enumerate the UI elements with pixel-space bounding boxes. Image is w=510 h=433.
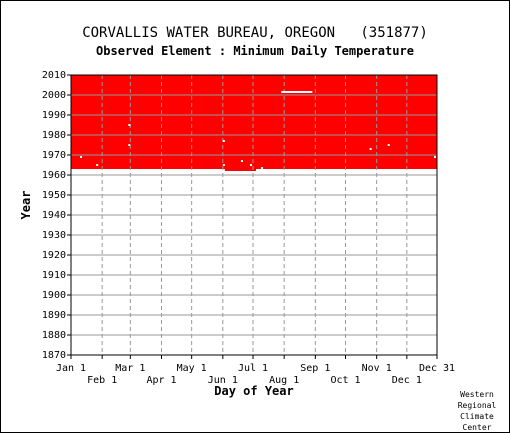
x-axis: Jan 1 Mar 1 May 1 Jul 1 Sep 1 Nov 1 Dec 31 Feb … — [56, 355, 455, 386]
observed-layer — [71, 75, 437, 171]
observed-block — [71, 75, 437, 171]
missing-layer — [80, 91, 436, 169]
y-axis-label: Year — [19, 191, 33, 220]
y-tick-label: 1900 — [42, 290, 66, 301]
y-tick-label: 1940 — [42, 210, 66, 221]
y-tick-label: 1870 — [42, 350, 66, 361]
y-tick-label: 1930 — [42, 230, 66, 241]
missing-mark — [249, 164, 252, 166]
credit-line: Regional — [457, 401, 497, 410]
chart-title: CORVALLIS WATER BUREAU, OREGON (351877) — [82, 25, 428, 41]
missing-segment — [256, 169, 437, 171]
missing-mark — [433, 156, 436, 158]
x-tick-label: Dec 31 — [419, 363, 455, 374]
y-tick-label: 1990 — [42, 110, 66, 121]
credit-line: Climate — [460, 412, 494, 421]
x-tick-label: Dec 1 — [392, 375, 422, 386]
y-tick-label: 1890 — [42, 310, 66, 321]
x-tick-label: Sep 1 — [300, 363, 330, 374]
x-tick-label: Jul 1 — [238, 363, 268, 374]
x-tick-label: Oct 1 — [330, 375, 360, 386]
y-tick-label: 2000 — [42, 90, 66, 101]
x-tick-label: Nov 1 — [362, 363, 392, 374]
missing-mark — [128, 144, 131, 146]
y-tick-label: 1970 — [42, 150, 66, 161]
credit-line: Center — [462, 423, 492, 432]
y-tick-label: 1950 — [42, 190, 66, 201]
missing-mark — [281, 91, 313, 93]
chart-subtitle: Observed Element : Minimum Daily Tempera… — [96, 44, 414, 58]
missing-mark — [128, 124, 131, 126]
wrcc-credit: Western Regional Climate Center — [452, 389, 502, 433]
missing-mark — [387, 144, 390, 146]
x-tick-label: Aug 1 — [269, 375, 299, 386]
y-tick-label: 1960 — [42, 170, 66, 181]
x-tick-label: Jun 1 — [208, 375, 238, 386]
x-tick-label: Mar 1 — [115, 363, 145, 374]
x-tick-label: Feb 1 — [87, 375, 117, 386]
y-tick-label: 1980 — [42, 130, 66, 141]
y-tick-label: 1910 — [42, 270, 66, 281]
y-tick-label: 1920 — [42, 250, 66, 261]
missing-segment — [71, 169, 225, 171]
missing-mark — [96, 164, 99, 166]
x-tick-label: Apr 1 — [146, 375, 176, 386]
y-tick-label: 2010 — [42, 70, 66, 81]
missing-mark — [261, 167, 264, 169]
x-axis-label: Day of Year — [214, 384, 293, 398]
missing-mark — [80, 156, 83, 158]
y-tick-label: 1880 — [42, 330, 66, 341]
missing-mark — [222, 140, 225, 142]
missing-mark — [222, 164, 225, 166]
x-tick-label: May 1 — [177, 363, 207, 374]
x-tick-label: Jan 1 — [56, 363, 86, 374]
y-axis: 1870 1880 1890 1900 1910 1920 1930 1940 1950 1960… — [42, 70, 71, 361]
missing-mark — [369, 148, 372, 150]
missing-mark — [240, 160, 243, 162]
credit-line: Western — [460, 390, 494, 399]
